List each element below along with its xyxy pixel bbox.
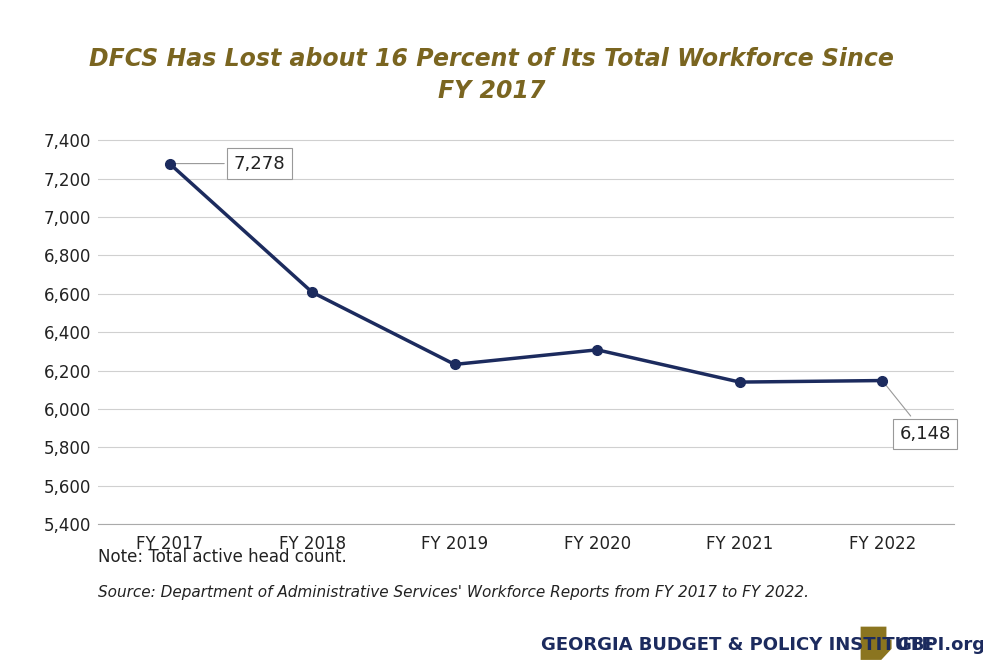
Text: 7,278: 7,278 [172, 155, 285, 173]
Text: GEORGIA BUDGET & POLICY INSTITUTE: GEORGIA BUDGET & POLICY INSTITUTE [541, 636, 934, 654]
Text: GBPI.org: GBPI.org [896, 636, 983, 654]
Text: Source: Department of Administrative Services' Workforce Reports from FY 2017 to: Source: Department of Administrative Ser… [98, 585, 809, 599]
Text: Note: Total active head count.: Note: Total active head count. [98, 548, 347, 566]
Polygon shape [861, 626, 892, 660]
Text: DFCS Has Lost about 16 Percent of Its Total Workforce Since
FY 2017: DFCS Has Lost about 16 Percent of Its To… [89, 47, 894, 103]
Text: 6,148: 6,148 [884, 383, 951, 443]
